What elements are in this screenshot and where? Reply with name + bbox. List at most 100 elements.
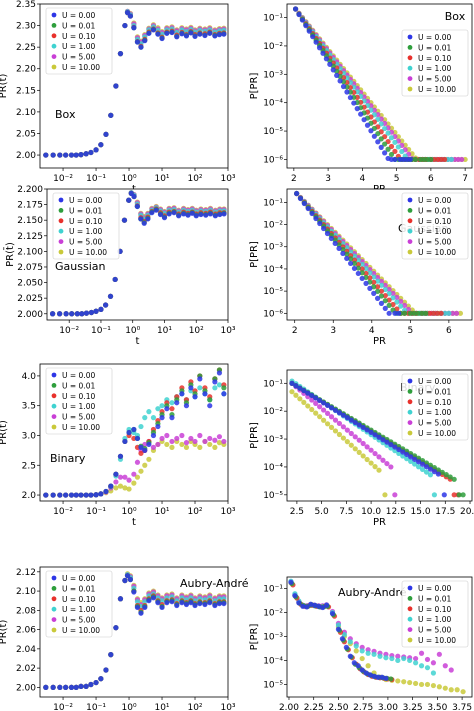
legend-marker bbox=[51, 12, 57, 18]
y-tick-label: 4.0 bbox=[22, 372, 37, 382]
data-point-u0 bbox=[134, 39, 141, 45]
data-point-u3 bbox=[419, 466, 426, 473]
y-tick-label: 10⁻¹ bbox=[263, 198, 283, 208]
data-point-u0 bbox=[183, 33, 190, 39]
data-point-u0 bbox=[83, 492, 89, 498]
data-point-u1 bbox=[344, 251, 350, 257]
data-point-u4 bbox=[150, 444, 157, 450]
x-tick-label: 10¹ bbox=[154, 174, 169, 184]
legend-box bbox=[401, 580, 469, 648]
data-point-u0 bbox=[374, 295, 381, 301]
data-point-u0 bbox=[57, 152, 63, 158]
data-point-u4 bbox=[192, 438, 198, 445]
data-point-u1 bbox=[427, 462, 434, 468]
data-point-u0 bbox=[329, 610, 336, 617]
data-point-u5 bbox=[146, 456, 152, 462]
data-point-u4 bbox=[305, 394, 311, 400]
x-tick-label: 20.0 bbox=[460, 507, 474, 517]
legend-marker bbox=[51, 586, 57, 591]
data-point-u5 bbox=[430, 682, 437, 689]
data-point-u0 bbox=[361, 117, 367, 123]
y-tick-label: 2.000 bbox=[17, 310, 43, 320]
legend-label: U = 1.00 bbox=[418, 227, 451, 236]
legend-marker bbox=[51, 424, 57, 430]
data-point-u3 bbox=[134, 599, 141, 605]
data-point-u0 bbox=[113, 471, 119, 477]
legend-marker bbox=[407, 399, 413, 405]
data-point-u3 bbox=[396, 450, 402, 456]
data-point-u0 bbox=[103, 302, 109, 308]
legend-marker bbox=[58, 228, 64, 234]
data-point-u3 bbox=[355, 257, 361, 263]
y-tick-label: 2.25 bbox=[16, 43, 36, 53]
data-point-u5 bbox=[324, 421, 331, 427]
data-point-u5 bbox=[216, 440, 223, 446]
data-point-u0 bbox=[332, 240, 338, 247]
data-point-u0 bbox=[50, 152, 56, 158]
data-point-u0 bbox=[153, 207, 159, 213]
x-tick-label: 2.00 bbox=[279, 703, 299, 711]
data-point-u2 bbox=[386, 297, 392, 303]
data-point-u0 bbox=[149, 210, 155, 216]
y-tick-label: 2.5 bbox=[22, 461, 36, 471]
data-point-u2 bbox=[434, 310, 440, 316]
data-point-u0 bbox=[127, 576, 134, 583]
legend-marker bbox=[51, 23, 57, 28]
data-point-u0 bbox=[431, 469, 438, 475]
y-tick-label: 10⁻⁵ bbox=[263, 287, 283, 297]
data-point-u0 bbox=[408, 454, 414, 460]
data-point-u0 bbox=[68, 152, 75, 158]
data-point-u0 bbox=[412, 456, 418, 462]
data-point-u0 bbox=[68, 492, 75, 498]
legend-label: U = 0.00 bbox=[418, 377, 451, 386]
data-point-u0 bbox=[88, 149, 94, 156]
data-point-u0 bbox=[181, 211, 187, 217]
y-tick-label: 2.30 bbox=[16, 22, 36, 32]
legend-marker bbox=[407, 45, 413, 50]
data-point-u4 bbox=[328, 414, 335, 420]
x-tick-label: 2.25 bbox=[304, 703, 324, 711]
data-point-u3 bbox=[412, 461, 418, 467]
legend-marker bbox=[407, 409, 413, 415]
legend-label: U = 0.10 bbox=[418, 54, 451, 63]
x-tick-label: 10⁻¹ bbox=[91, 326, 111, 336]
data-point-u2 bbox=[378, 288, 385, 294]
data-point-u1 bbox=[451, 476, 457, 482]
y-tick-label: 2.10 bbox=[16, 587, 36, 597]
data-point-u0 bbox=[221, 600, 227, 607]
data-point-u0 bbox=[122, 438, 128, 445]
x-tick-label: 10⁰ bbox=[122, 174, 137, 184]
data-point-u5 bbox=[442, 685, 448, 691]
data-point-u0 bbox=[336, 410, 343, 416]
data-point-u0 bbox=[364, 427, 370, 433]
data-point-u0 bbox=[179, 391, 185, 397]
x-tick-label: 10³ bbox=[220, 174, 235, 184]
legend-label: U = 0.10 bbox=[62, 595, 95, 604]
data-point-u3 bbox=[159, 403, 165, 409]
legend-marker bbox=[51, 627, 57, 633]
y-tick-label: 10⁻⁵ bbox=[263, 127, 283, 137]
y-tick-label: 10⁻¹ bbox=[263, 14, 283, 24]
data-point-u4 bbox=[374, 274, 381, 281]
data-point-u4 bbox=[386, 286, 392, 292]
data-point-u0 bbox=[98, 676, 104, 682]
data-point-u0 bbox=[340, 83, 347, 90]
data-point-u3 bbox=[401, 655, 407, 662]
data-point-u2 bbox=[451, 492, 457, 498]
legend-label: U = 0.10 bbox=[62, 32, 95, 41]
data-point-u0 bbox=[171, 210, 177, 216]
y-tick-label: 10⁻² bbox=[263, 42, 283, 52]
data-point-u0 bbox=[327, 61, 333, 67]
data-point-u1 bbox=[428, 156, 434, 163]
data-point-u5 bbox=[460, 689, 466, 695]
y-tick-label: 10⁻² bbox=[263, 407, 283, 417]
data-point-u4 bbox=[221, 438, 227, 445]
legend-label: U = 10.00 bbox=[62, 63, 100, 72]
data-point-u0 bbox=[189, 210, 195, 216]
data-point-u2 bbox=[438, 310, 444, 316]
data-point-u3 bbox=[394, 299, 400, 305]
y-tick-label: 2.100 bbox=[17, 247, 43, 257]
data-point-u0 bbox=[198, 211, 204, 218]
y-tick-label: 2.150 bbox=[17, 216, 43, 226]
legend-marker bbox=[51, 64, 57, 70]
